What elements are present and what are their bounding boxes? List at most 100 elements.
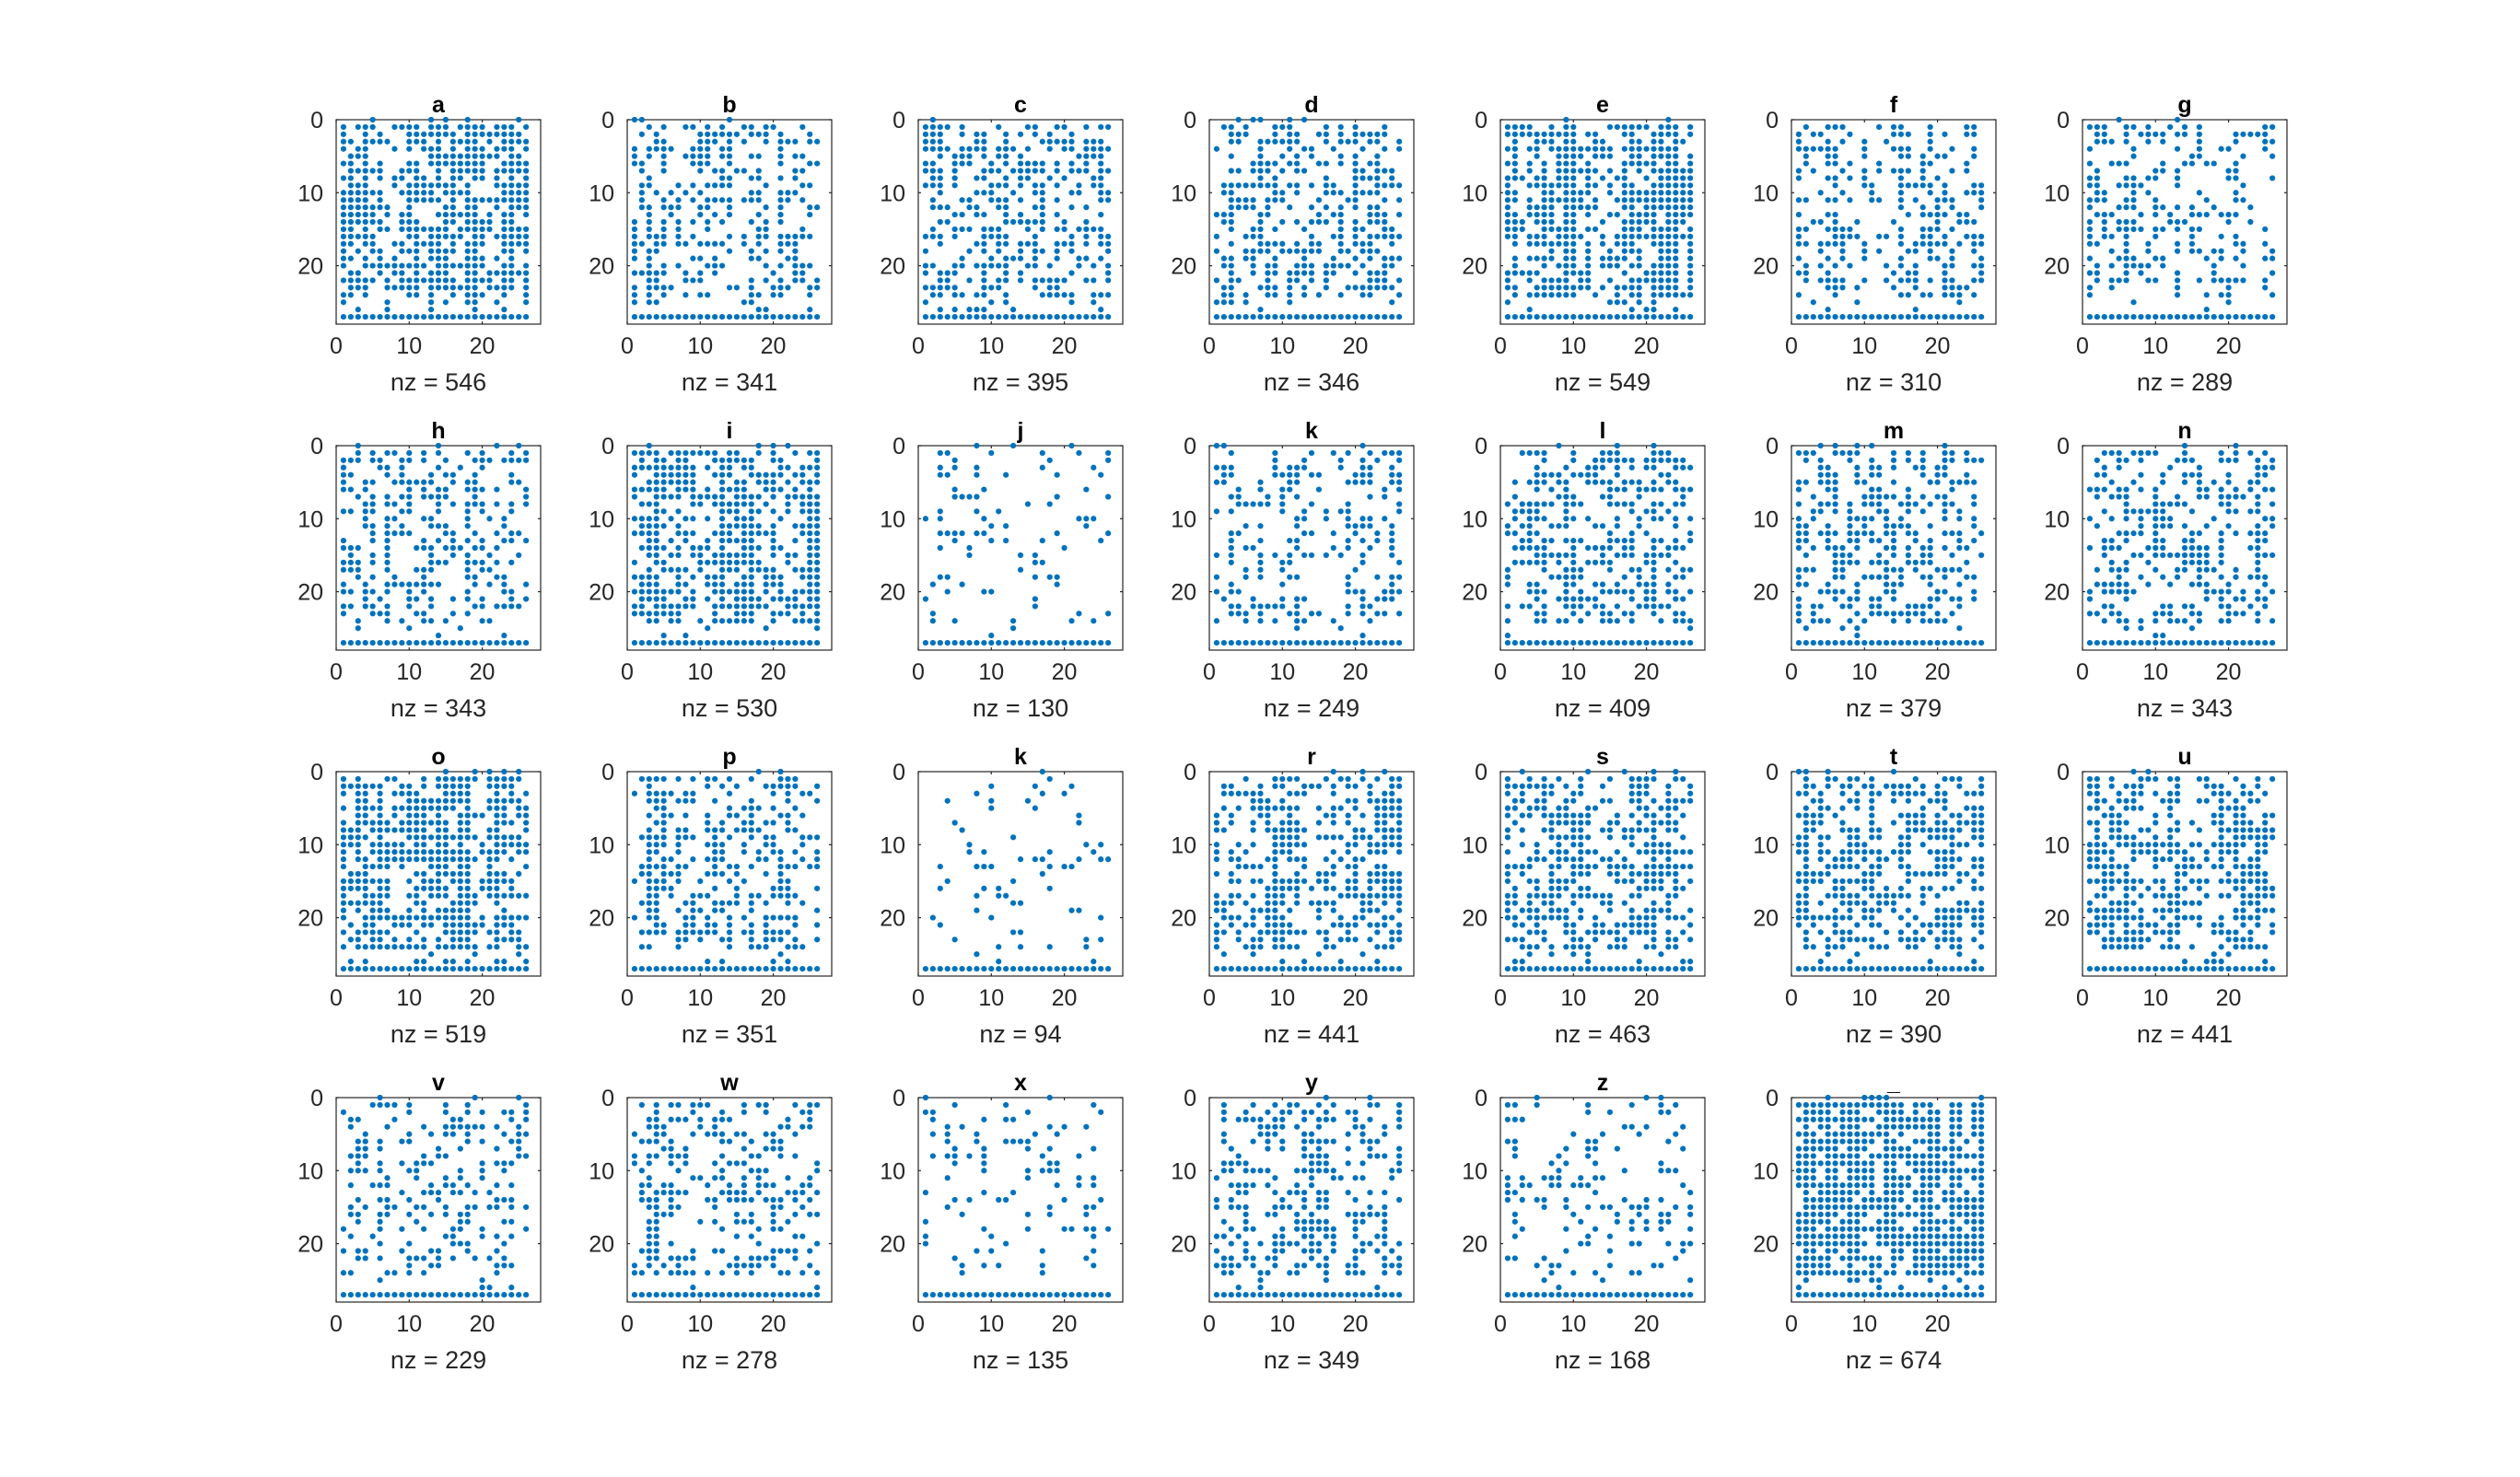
nonzero-point [1570,559,1577,565]
nonzero-point [435,501,442,507]
nonzero-point [1847,530,1853,537]
nonzero-point [523,277,530,284]
nonzero-point [340,292,347,298]
nonzero-point [340,197,347,204]
nonzero-point [406,233,413,239]
nonzero-point [2269,516,2276,522]
nonzero-point [668,313,674,320]
nonzero-point [1032,131,1038,137]
nonzero-point [2255,479,2261,485]
nonzero-point [2233,457,2239,463]
nonzero-point [508,226,515,233]
nonzero-point [690,182,696,189]
nonzero-point [442,248,449,254]
nonzero-point [2160,471,2166,478]
nonzero-point [1009,218,1017,226]
nonzero-point [712,138,718,145]
nonzero-point [1301,639,1308,646]
nonzero-point [486,218,493,226]
nonzero-point [340,566,347,573]
nonzero-point [646,639,652,646]
nonzero-point [362,131,368,137]
nonzero-point [340,603,347,610]
nonzero-point [1526,233,1533,239]
nonzero-point [1606,248,1614,254]
nonzero-point [1213,588,1220,595]
nonzero-point [814,204,821,211]
nonzero-point [2218,211,2224,218]
nonzero-point [748,255,754,262]
nonzero-point [1323,639,1329,646]
nonzero-point [1606,566,1614,573]
nonzero-point [1665,123,1672,131]
nonzero-point [922,285,929,291]
nonzero-point [2160,138,2166,145]
nonzero-point [449,218,456,226]
nonzero-point [1382,131,1388,137]
nonzero-point [792,168,799,174]
nonzero-point [427,270,435,276]
nonzero-point [1919,611,1926,617]
nonzero-point [675,226,682,233]
nonzero-point [1220,639,1227,646]
nonzero-point [2174,218,2181,226]
nonzero-point [777,131,784,137]
nonzero-point [675,218,682,226]
nonzero-point [1009,639,1017,646]
nonzero-point [1098,226,1104,233]
nonzero-point [1934,153,1941,159]
nonzero-point [1795,292,1802,298]
nonzero-point [1665,160,1672,167]
nonzero-point [770,611,776,617]
nonzero-point [1220,479,1227,485]
sparsity-points [340,442,530,646]
nonzero-point [1680,464,1686,471]
nonzero-point [501,248,508,254]
nonzero-point [1665,277,1672,284]
nonzero-point [1213,248,1220,254]
nonzero-point [347,486,354,493]
nonzero-point [1628,262,1635,269]
nz-label: nz = 346 [1264,368,1359,396]
nonzero-point [1949,313,1955,320]
nonzero-point [770,494,776,500]
nonzero-point [421,783,427,789]
nonzero-point [2101,552,2107,559]
nonzero-point [996,197,1002,204]
nonzero-point [1308,270,1315,276]
nonzero-point [1964,123,1970,131]
nonzero-point [799,508,806,515]
nonzero-point [1854,625,1861,632]
nonzero-point [1606,501,1614,507]
nonzero-point [486,277,493,284]
nonzero-point [718,262,726,269]
nonzero-point [1606,530,1614,537]
nonzero-point [2101,218,2107,226]
nonzero-point [2094,197,2100,204]
nonzero-point [1651,145,1657,152]
nonzero-point [421,313,427,320]
nonzero-point [2269,153,2276,159]
nonzero-point [1242,574,1249,580]
nonzero-point [523,138,530,145]
nonzero-point [1606,153,1614,159]
nonzero-point [1599,544,1606,552]
nonzero-point [726,449,733,457]
nonzero-point [951,530,958,537]
nonzero-point [697,449,704,457]
nonzero-point [414,479,420,485]
nonzero-point [1912,566,1919,573]
nonzero-point [2203,596,2210,602]
nonzero-point [785,494,791,500]
nonzero-point [1054,182,1060,189]
nonzero-point [2188,559,2196,565]
nonzero-point [479,292,485,298]
nonzero-point [1534,153,1540,159]
nonzero-point [2152,501,2159,507]
nonzero-point [763,204,769,211]
nonzero-point [1599,618,1606,624]
nonzero-point [1272,175,1278,181]
nonzero-point [697,639,704,646]
nonzero-point [1658,501,1664,507]
nonzero-point [391,574,398,580]
